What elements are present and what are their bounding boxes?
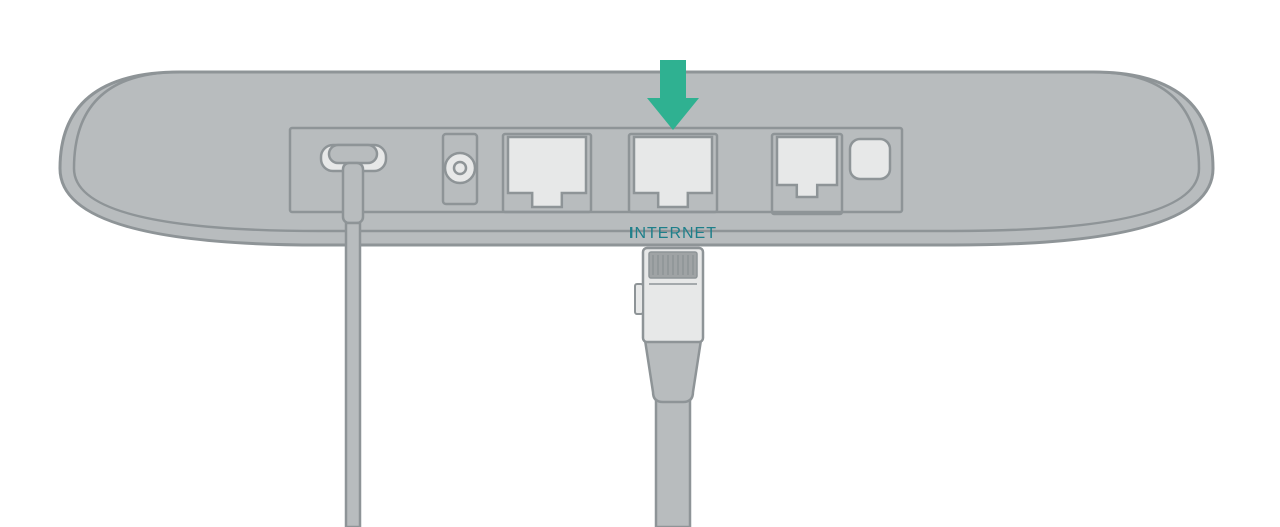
ethernet-cable-assembly: [635, 248, 703, 527]
power-strain-relief: [343, 163, 363, 223]
internet-port-label: INTERNET: [629, 225, 717, 242]
power-cable: [346, 223, 360, 527]
power-jack: [445, 153, 475, 183]
power-plug: [329, 145, 377, 163]
ethernet-boot: [645, 340, 701, 402]
ethernet-plug-latch: [635, 284, 643, 314]
wps-button: [850, 139, 890, 179]
